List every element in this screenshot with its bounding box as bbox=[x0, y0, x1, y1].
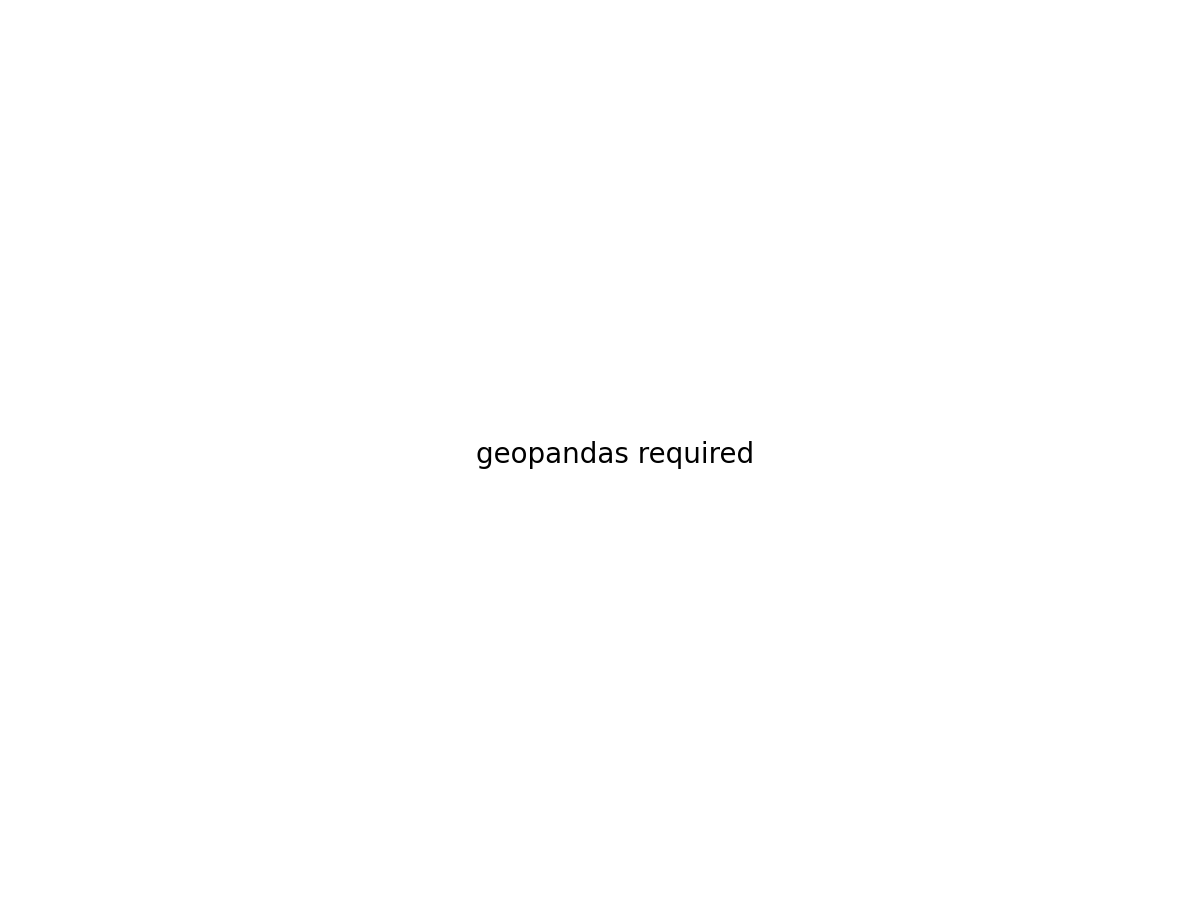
Text: geopandas required: geopandas required bbox=[476, 441, 754, 469]
